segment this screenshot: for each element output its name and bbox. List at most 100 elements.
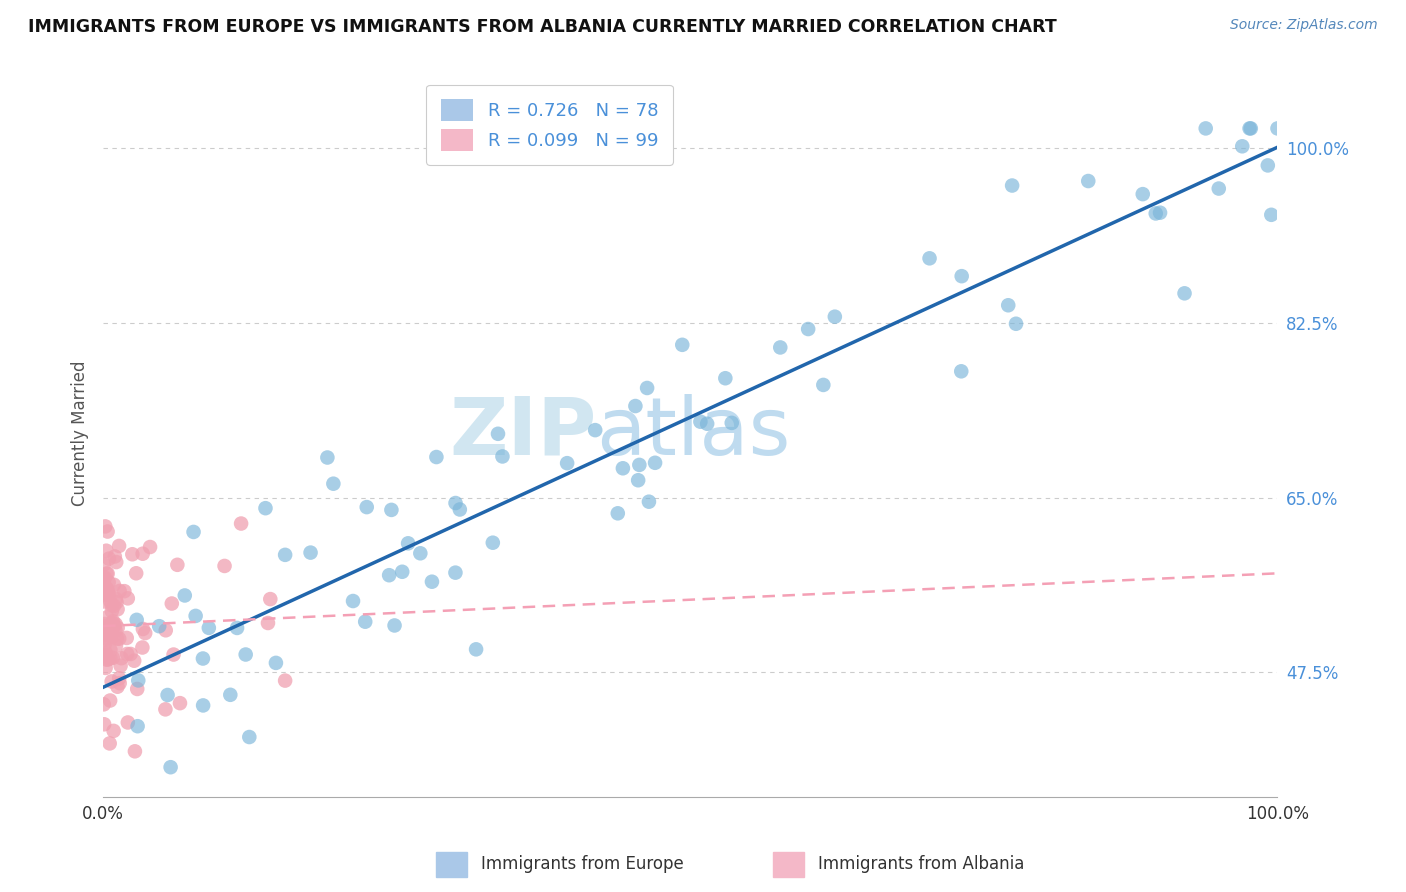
- Point: [491, 450, 513, 464]
- Point: [425, 450, 447, 464]
- Point: [191, 651, 214, 665]
- Point: [101, 618, 124, 632]
- Point: [108, 671, 131, 685]
- Point: [103, 578, 125, 592]
- Point: [444, 496, 467, 510]
- Point: [125, 613, 148, 627]
- Point: [198, 621, 221, 635]
- Point: [122, 654, 145, 668]
- Point: [274, 673, 297, 688]
- Point: [94, 631, 117, 645]
- Point: [950, 269, 973, 284]
- Point: [112, 584, 135, 599]
- Point: [96, 566, 118, 581]
- Point: [638, 494, 661, 508]
- Point: [97, 652, 120, 666]
- Point: [98, 736, 121, 750]
- Point: [105, 555, 128, 569]
- Point: [93, 619, 115, 633]
- Point: [97, 623, 120, 637]
- Point: [409, 546, 432, 560]
- Text: ZIP: ZIP: [449, 394, 596, 472]
- Point: [98, 627, 121, 641]
- Point: [131, 640, 153, 655]
- Point: [104, 591, 127, 606]
- Point: [380, 503, 402, 517]
- Point: [97, 575, 120, 590]
- Point: [98, 693, 121, 707]
- Point: [115, 631, 138, 645]
- Point: [120, 647, 142, 661]
- Point: [124, 744, 146, 758]
- Point: [354, 615, 377, 629]
- Point: [156, 688, 179, 702]
- Point: [627, 473, 650, 487]
- Point: [1149, 205, 1171, 219]
- Point: [714, 371, 737, 385]
- Point: [1001, 178, 1024, 193]
- Point: [93, 717, 115, 731]
- Point: [108, 632, 131, 646]
- Point: [274, 548, 297, 562]
- Point: [93, 558, 115, 572]
- Point: [110, 651, 132, 665]
- Point: [997, 298, 1019, 312]
- Point: [159, 760, 181, 774]
- Text: Source: ZipAtlas.com: Source: ZipAtlas.com: [1230, 18, 1378, 32]
- Point: [96, 582, 118, 597]
- Point: [1232, 139, 1254, 153]
- Point: [162, 648, 184, 662]
- Point: [100, 598, 122, 612]
- Point: [1132, 187, 1154, 202]
- Point: [169, 696, 191, 710]
- Point: [322, 476, 344, 491]
- Point: [105, 595, 128, 609]
- Point: [101, 616, 124, 631]
- Point: [94, 519, 117, 533]
- Point: [97, 566, 120, 581]
- Point: [98, 643, 121, 657]
- Point: [108, 584, 131, 599]
- Point: [94, 632, 117, 647]
- Point: [238, 730, 260, 744]
- Legend: R = 0.726   N = 78, R = 0.099   N = 99: R = 0.726 N = 78, R = 0.099 N = 99: [426, 85, 672, 165]
- Point: [115, 647, 138, 661]
- Point: [813, 378, 835, 392]
- Point: [1077, 174, 1099, 188]
- Point: [127, 719, 149, 733]
- Point: [166, 558, 188, 572]
- Point: [720, 416, 742, 430]
- Point: [184, 608, 207, 623]
- Point: [107, 621, 129, 635]
- Point: [104, 624, 127, 638]
- Point: [391, 565, 413, 579]
- Point: [226, 621, 249, 635]
- Point: [94, 617, 117, 632]
- Point: [689, 415, 711, 429]
- Point: [96, 610, 118, 624]
- Point: [94, 661, 117, 675]
- Text: atlas: atlas: [596, 394, 790, 472]
- Point: [93, 594, 115, 608]
- Point: [316, 450, 339, 465]
- Point: [486, 426, 509, 441]
- Point: [108, 539, 131, 553]
- Point: [139, 540, 162, 554]
- Point: [104, 617, 127, 632]
- Point: [950, 364, 973, 378]
- Point: [396, 536, 419, 550]
- Point: [644, 456, 666, 470]
- Point: [696, 417, 718, 431]
- Point: [93, 698, 115, 712]
- Point: [134, 626, 156, 640]
- Point: [1208, 181, 1230, 195]
- Point: [824, 310, 846, 324]
- Text: IMMIGRANTS FROM EUROPE VS IMMIGRANTS FROM ALBANIA CURRENTLY MARRIED CORRELATION : IMMIGRANTS FROM EUROPE VS IMMIGRANTS FRO…: [28, 18, 1057, 36]
- Point: [482, 535, 505, 549]
- Point: [94, 646, 117, 660]
- Point: [93, 572, 115, 586]
- Point: [671, 338, 693, 352]
- Point: [214, 558, 236, 573]
- Point: [100, 674, 122, 689]
- Point: [173, 589, 195, 603]
